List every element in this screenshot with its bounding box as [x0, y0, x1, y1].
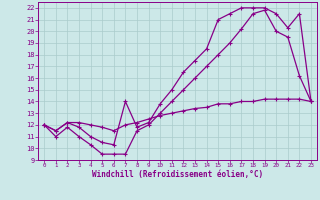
X-axis label: Windchill (Refroidissement éolien,°C): Windchill (Refroidissement éolien,°C) — [92, 170, 263, 179]
